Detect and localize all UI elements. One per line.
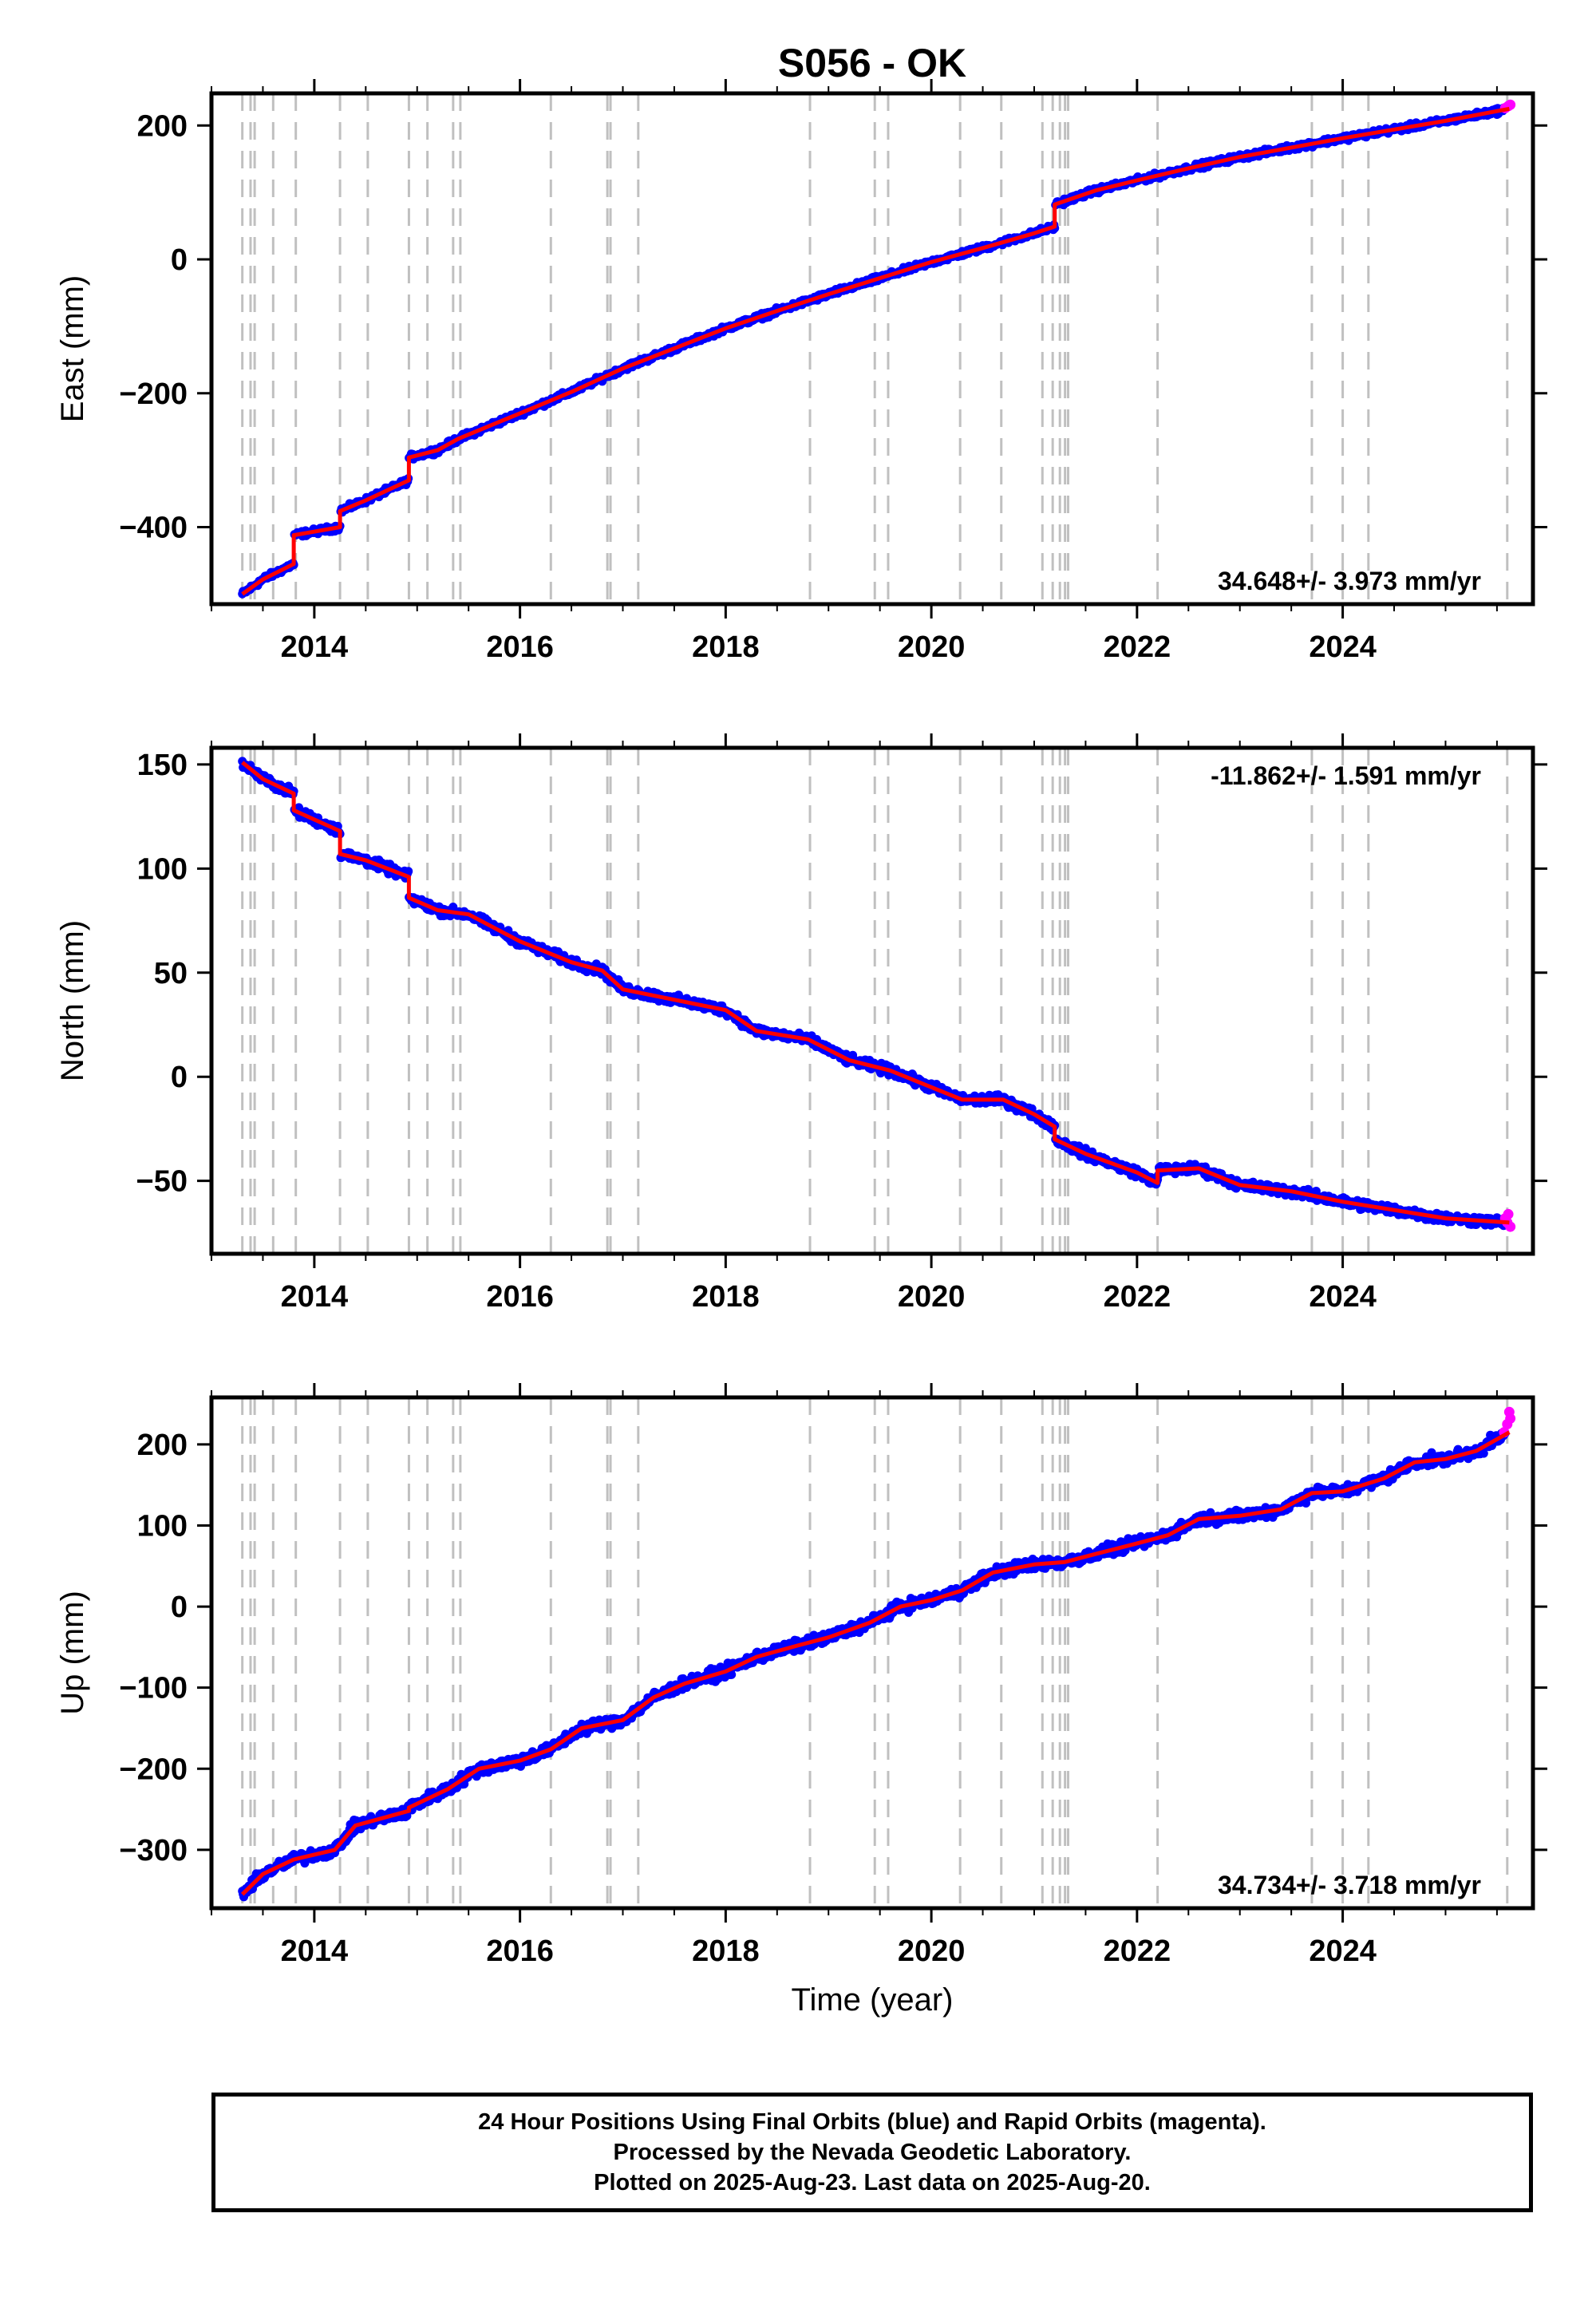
final-orbit-points: [238, 103, 1510, 599]
model-fit-line: [241, 106, 1510, 596]
y-tick-label: −50: [136, 1165, 188, 1199]
x-tick-label: 2014: [281, 1280, 349, 1314]
y-tick-label: 200: [137, 109, 188, 143]
y-tick-label: −200: [119, 377, 188, 411]
figure-title: S056 - OK: [778, 41, 966, 85]
event-lines: [241, 1397, 1509, 1908]
y-tick-label: 0: [171, 1061, 188, 1094]
panel-east: 2014 2016 2018 2020 2022 2024 −400 −200 0 200 East…: [55, 79, 1547, 664]
x-tick-label: 2022: [1104, 630, 1171, 664]
plot-frame: [209, 745, 1535, 1256]
x-tick-label: 2018: [692, 1280, 760, 1314]
event-lines: [241, 748, 1509, 1254]
x-tick-label: 2020: [898, 630, 966, 664]
velocity-rate-label: 34.648+/- 3.973 mm/yr: [1218, 567, 1481, 595]
y-tick-label: 50: [154, 957, 188, 990]
rapid-point: [1503, 1208, 1514, 1219]
x-tick-label: 2014: [281, 630, 349, 664]
panel-up: 2014 2016 2018 2020 2022 2024−300−200−1000100…: [55, 1383, 1547, 2018]
data-point: [404, 867, 413, 876]
y-axis-label: North (mm): [55, 920, 90, 1081]
y-tick-label: 0: [171, 243, 188, 277]
plot-frame: [209, 91, 1535, 607]
x-tick-label: 2018: [692, 630, 760, 664]
x-tick-label: 2022: [1104, 1280, 1171, 1314]
event-lines: [241, 93, 1509, 604]
y-tick-label: 100: [137, 852, 188, 886]
y-tick-label: −400: [119, 512, 188, 545]
model-fit-line: [241, 761, 1510, 1225]
panel-north: 2014 2016 2018 2020 2022 2024 −50 0 50 100 150 Nort…: [55, 733, 1547, 1314]
x-tick-label: 2024: [1309, 1280, 1377, 1314]
y-tick-label: 150: [137, 749, 188, 782]
data-point: [727, 1670, 737, 1679]
x-tick-label: 2020: [898, 1280, 966, 1314]
x-tick-label: 2016: [486, 1280, 554, 1314]
x-tick-label: 2024: [1309, 630, 1377, 664]
velocity-rate-label: -11.862+/- 1.591 mm/yr: [1211, 761, 1481, 790]
x-tick-label: 2016: [486, 630, 554, 664]
y-axis-label: East (mm): [55, 275, 90, 422]
